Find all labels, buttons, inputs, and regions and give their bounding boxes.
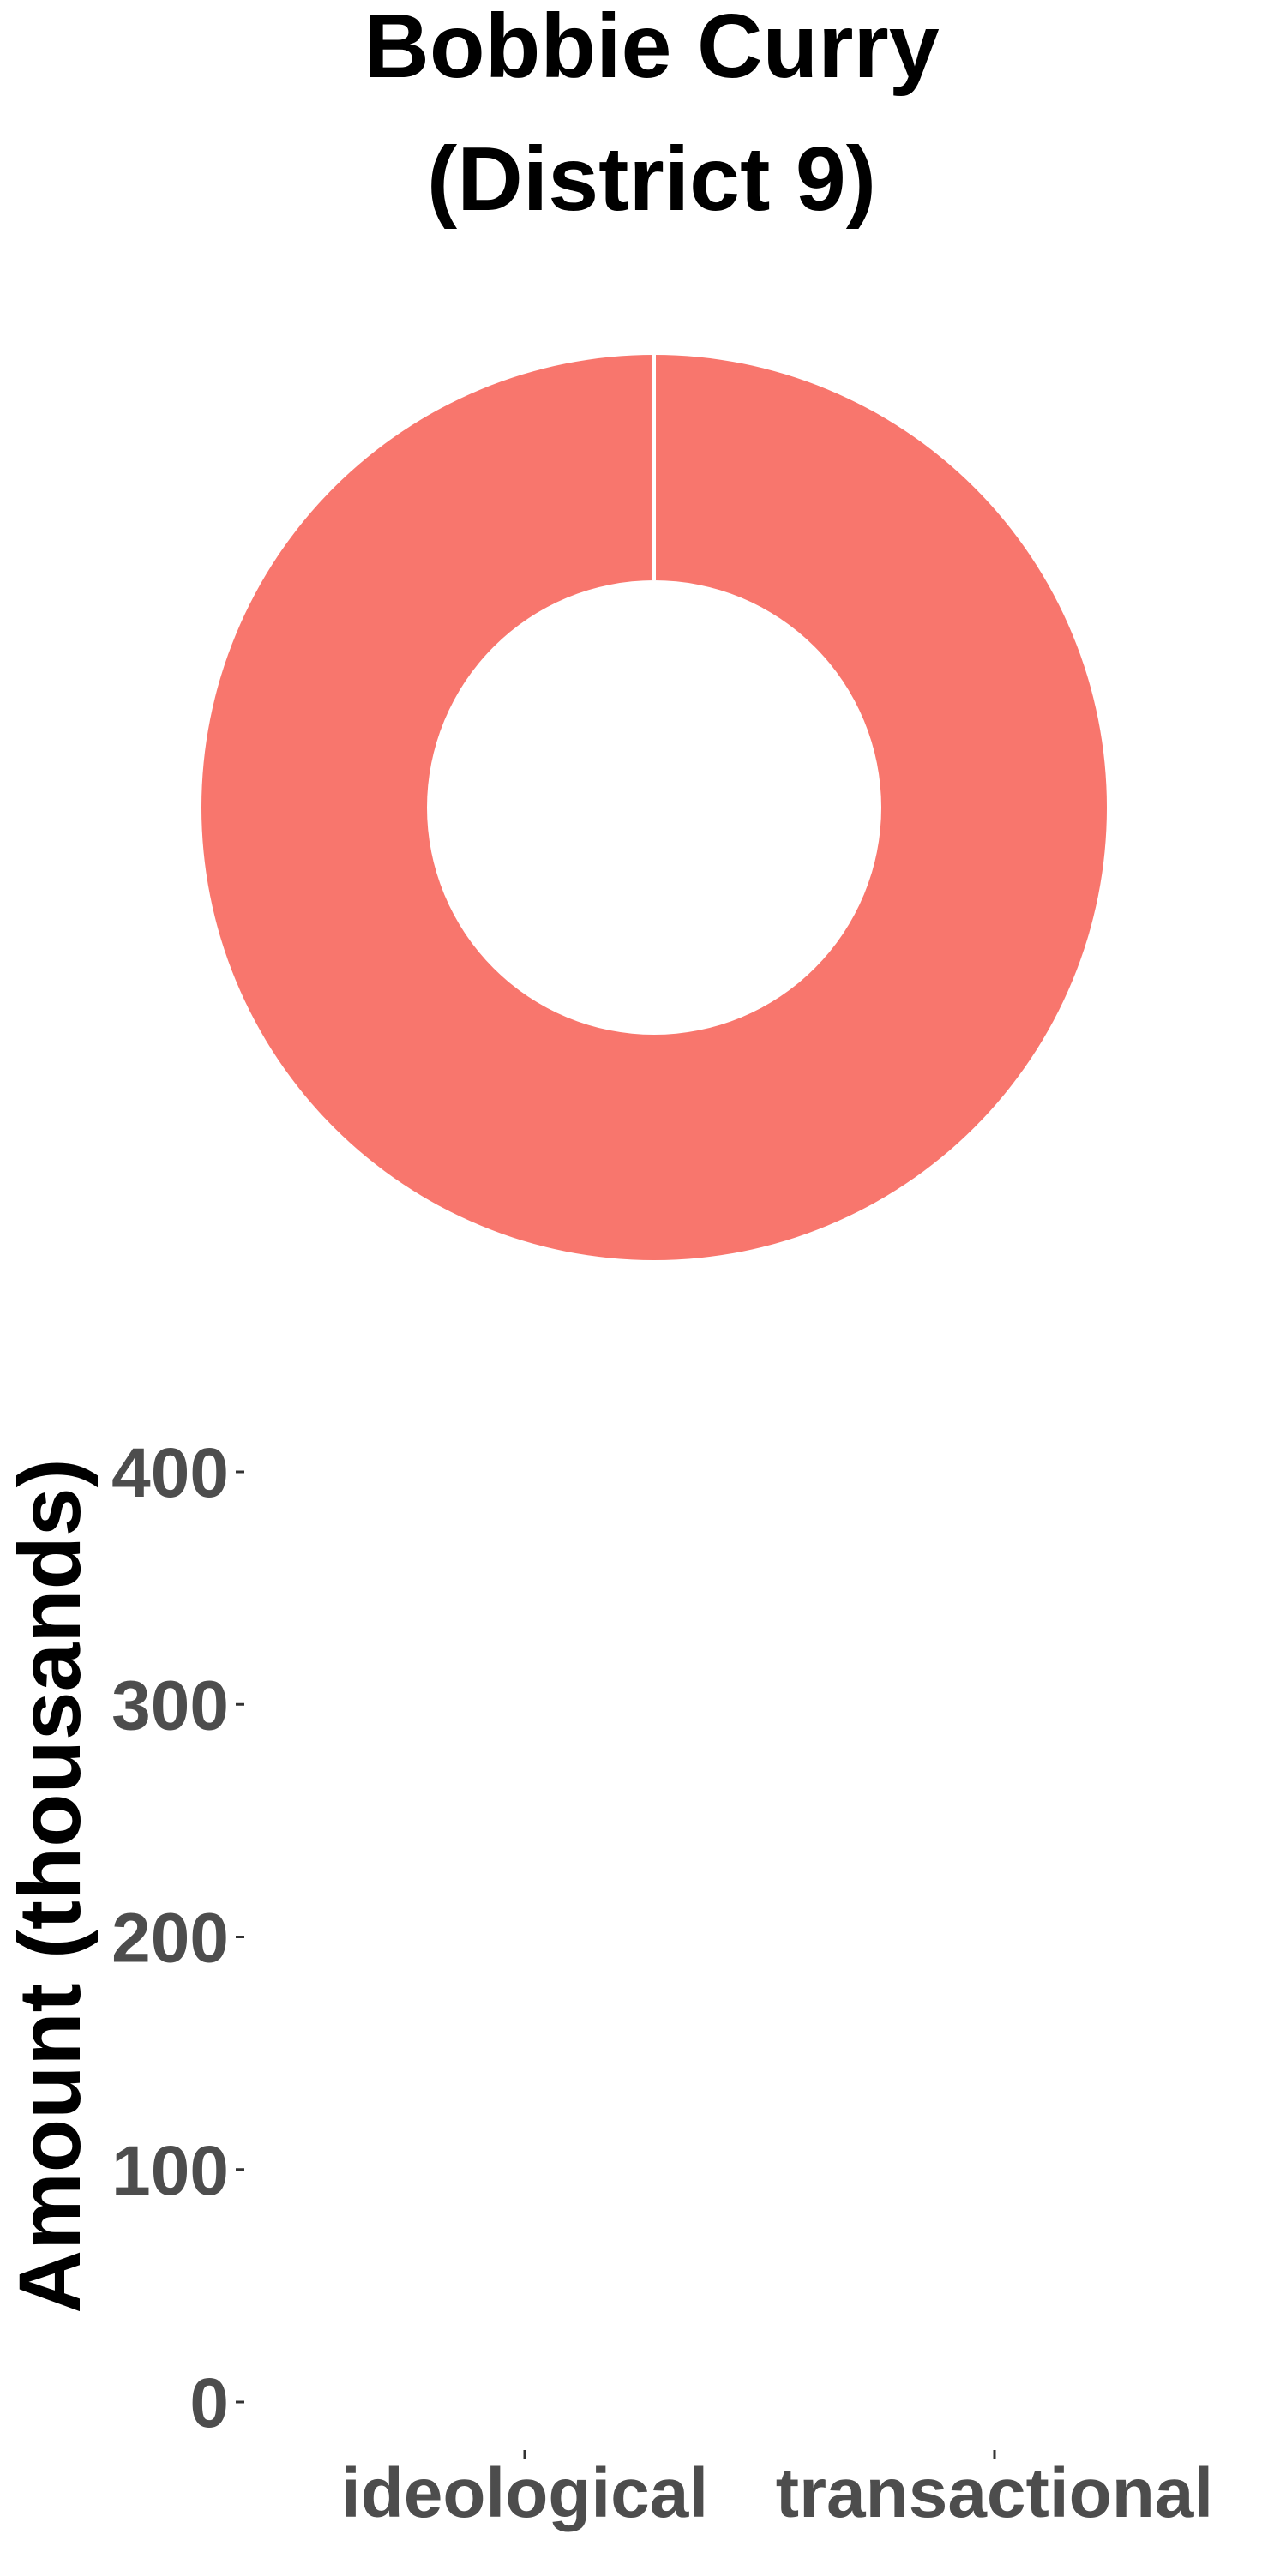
bar-chart: Amount (thousands) 0 100 200 300 400 ideolog… (1, 1434, 1213, 2532)
y-tick-label: 0 (189, 2364, 229, 2442)
y-axis-title: Amount (thousands) (1, 1458, 99, 2313)
chart-title-line-1: Bobbie Curry (364, 0, 939, 97)
y-axis-ticks: 0 100 200 300 400 (111, 1434, 244, 2442)
x-tick-label-ideological: ideological (341, 2454, 708, 2532)
y-tick-label: 300 (111, 1666, 229, 1744)
x-tick-label-transactional: transactional (776, 2454, 1213, 2532)
chart-title-line-2: (District 9) (427, 129, 876, 230)
y-tick-label: 400 (111, 1434, 229, 1512)
y-tick-label: 200 (111, 1900, 229, 1978)
donut-chart (201, 355, 1107, 1260)
y-tick-label: 100 (111, 2132, 229, 2210)
donut-slice-ideological (201, 355, 1107, 1260)
x-axis-ticks: ideological transactional (341, 2450, 1213, 2532)
